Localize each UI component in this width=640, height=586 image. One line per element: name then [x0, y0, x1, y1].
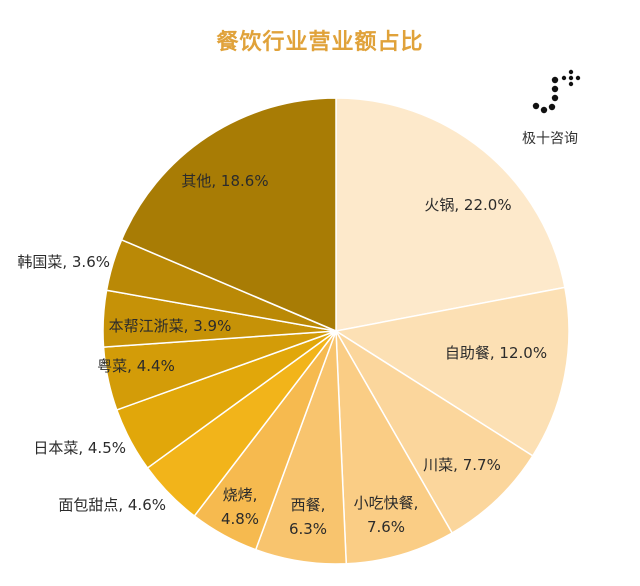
pie-slice	[335, 330, 454, 565]
chart-title: 餐饮行业营业额占比	[216, 30, 424, 55]
slice-label: 火锅, 22.0%	[424, 196, 511, 214]
slice-label: 川菜, 7.7%	[423, 456, 501, 474]
logo-mark-icon	[532, 69, 581, 114]
slice-label: 小吃快餐, 7.6%	[354, 494, 419, 536]
slice-label: 烧烤, 4.8%	[221, 486, 259, 528]
pie-slice	[333, 286, 570, 457]
slice-label: 本帮江浙菜, 3.9%	[109, 317, 232, 335]
pie-slice	[120, 97, 337, 333]
slice-label: 自助餐, 12.0%	[445, 344, 547, 362]
pie-slice	[335, 330, 534, 535]
slice-label: 西餐, 6.3%	[289, 496, 327, 538]
slice-label: 日本菜, 4.5%	[33, 439, 126, 457]
pie-slice	[335, 97, 566, 332]
company-logo: 极十咨询	[505, 66, 595, 156]
logo-text: 极十咨询	[522, 131, 578, 147]
slice-label: 其他, 18.6%	[181, 172, 268, 190]
slice-label: 韩国菜, 3.6%	[17, 253, 110, 271]
slice-label: 粤菜, 4.4%	[97, 357, 175, 375]
slice-label: 面包甜点, 4.6%	[58, 496, 166, 514]
